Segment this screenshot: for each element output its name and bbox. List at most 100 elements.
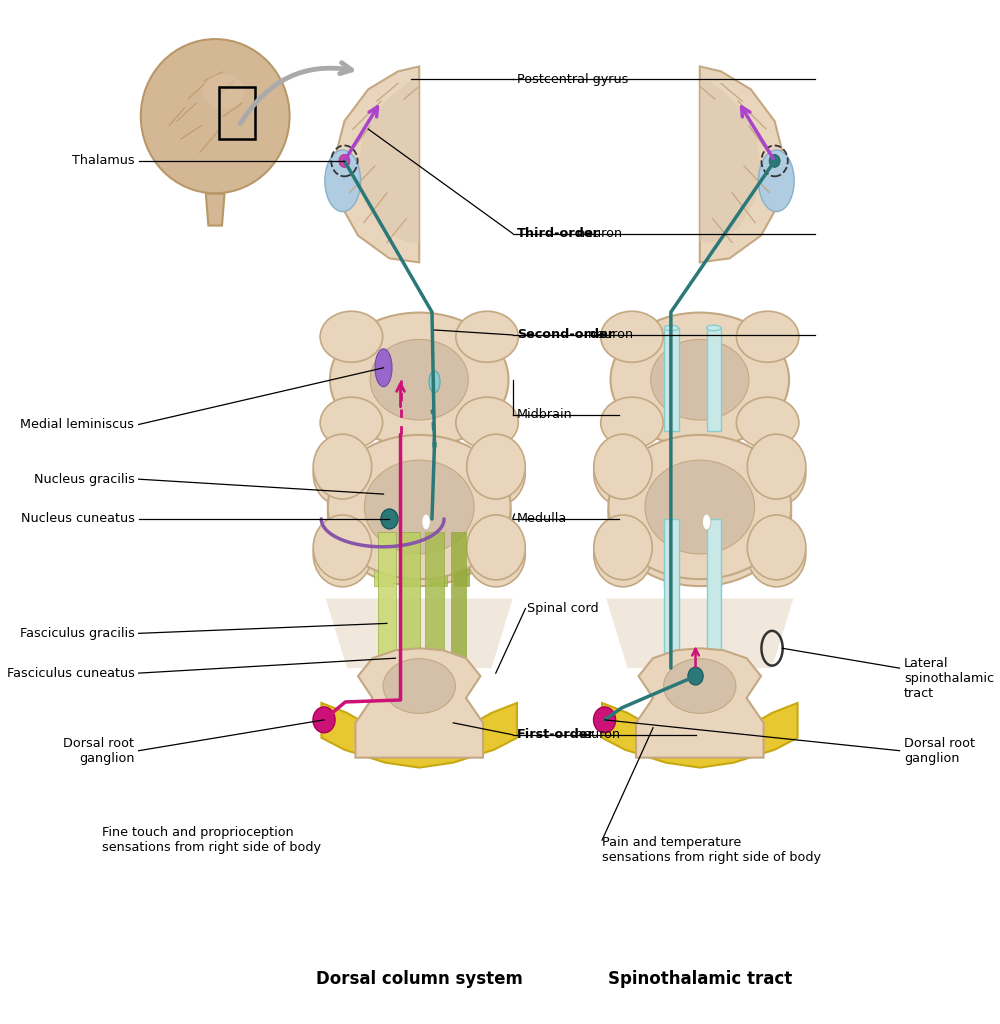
Text: Fasciculus gracilis: Fasciculus gracilis — [20, 627, 134, 640]
Bar — [425, 531, 444, 668]
Text: neuron: neuron — [584, 329, 633, 341]
Ellipse shape — [313, 434, 372, 499]
Text: First-order: First-order — [517, 728, 595, 741]
Polygon shape — [326, 598, 513, 668]
Bar — [429, 514, 447, 586]
Ellipse shape — [313, 522, 372, 587]
Text: Fasciculus cuneatus: Fasciculus cuneatus — [7, 667, 134, 680]
Ellipse shape — [702, 514, 711, 529]
Text: Lateral
spinothalamic
tract: Lateral spinothalamic tract — [904, 656, 994, 699]
Circle shape — [381, 509, 398, 529]
Text: Fine touch and proprioception
sensations from right side of body: Fine touch and proprioception sensations… — [102, 826, 321, 854]
Text: neuron: neuron — [573, 227, 622, 240]
Polygon shape — [602, 702, 798, 768]
Polygon shape — [355, 648, 483, 758]
Ellipse shape — [645, 467, 755, 561]
Ellipse shape — [456, 311, 518, 362]
Ellipse shape — [747, 515, 806, 580]
Ellipse shape — [375, 349, 392, 387]
Ellipse shape — [664, 326, 679, 331]
Ellipse shape — [467, 441, 525, 506]
Ellipse shape — [364, 460, 474, 554]
Bar — [454, 514, 469, 586]
Ellipse shape — [594, 522, 652, 587]
Ellipse shape — [313, 515, 372, 580]
Ellipse shape — [313, 441, 372, 506]
Ellipse shape — [601, 397, 663, 449]
Ellipse shape — [320, 311, 383, 362]
Ellipse shape — [456, 397, 518, 449]
Text: neuron: neuron — [571, 728, 621, 741]
Polygon shape — [636, 648, 764, 758]
Ellipse shape — [383, 658, 455, 714]
Polygon shape — [206, 194, 225, 225]
Ellipse shape — [747, 434, 806, 499]
Ellipse shape — [594, 441, 652, 506]
Ellipse shape — [736, 311, 799, 362]
Text: Nucleus gracilis: Nucleus gracilis — [34, 473, 134, 485]
Polygon shape — [321, 702, 517, 768]
Text: Midbrain: Midbrain — [517, 408, 573, 421]
Ellipse shape — [747, 441, 806, 506]
Ellipse shape — [651, 339, 749, 420]
Ellipse shape — [645, 460, 755, 554]
Bar — [664, 442, 679, 586]
Text: Third-order: Third-order — [517, 227, 600, 240]
Ellipse shape — [422, 514, 430, 529]
Ellipse shape — [328, 435, 511, 580]
Circle shape — [688, 668, 703, 685]
Ellipse shape — [429, 371, 440, 392]
Circle shape — [769, 155, 780, 167]
Text: Dorsal column system: Dorsal column system — [316, 971, 523, 988]
Text: Pain and temperature
sensations from right side of body: Pain and temperature sensations from rig… — [602, 837, 821, 864]
Bar — [451, 531, 466, 668]
Text: Medial leminiscus: Medial leminiscus — [20, 418, 134, 431]
Ellipse shape — [325, 150, 361, 212]
Ellipse shape — [611, 312, 789, 446]
Bar — [707, 328, 721, 431]
Ellipse shape — [364, 467, 474, 561]
Circle shape — [313, 707, 335, 733]
Ellipse shape — [328, 442, 511, 586]
Ellipse shape — [707, 326, 721, 331]
Polygon shape — [358, 81, 419, 243]
Text: Spinal cord: Spinal cord — [527, 602, 599, 615]
Ellipse shape — [758, 150, 794, 212]
Ellipse shape — [370, 339, 468, 420]
Bar — [664, 328, 679, 431]
Polygon shape — [700, 67, 785, 262]
Ellipse shape — [594, 515, 652, 580]
Text: Second-order: Second-order — [517, 329, 614, 341]
Ellipse shape — [664, 658, 736, 714]
Text: Medulla: Medulla — [517, 512, 567, 525]
Circle shape — [339, 155, 350, 167]
Ellipse shape — [467, 515, 525, 580]
Bar — [707, 519, 721, 668]
Ellipse shape — [594, 434, 652, 499]
Bar — [219, 87, 255, 139]
Ellipse shape — [320, 397, 383, 449]
Bar — [374, 514, 393, 586]
Text: Dorsal root
ganglion: Dorsal root ganglion — [63, 736, 134, 765]
Text: Dorsal root
ganglion: Dorsal root ganglion — [904, 736, 975, 765]
Ellipse shape — [467, 522, 525, 587]
Bar — [707, 442, 721, 586]
Ellipse shape — [747, 522, 806, 587]
Text: Postcentral gyrus: Postcentral gyrus — [517, 73, 628, 86]
Ellipse shape — [608, 435, 791, 580]
Polygon shape — [334, 67, 419, 262]
Ellipse shape — [467, 434, 525, 499]
Ellipse shape — [608, 442, 791, 586]
Text: Spinothalamic tract: Spinothalamic tract — [608, 971, 792, 988]
Bar — [664, 519, 679, 668]
Bar — [400, 514, 418, 586]
Bar — [378, 531, 396, 668]
Bar — [401, 531, 420, 668]
Circle shape — [594, 707, 616, 733]
Ellipse shape — [330, 312, 508, 446]
Ellipse shape — [141, 39, 290, 194]
Text: Thalamus: Thalamus — [72, 155, 134, 167]
Ellipse shape — [736, 397, 799, 449]
Polygon shape — [700, 81, 761, 243]
Ellipse shape — [601, 311, 663, 362]
